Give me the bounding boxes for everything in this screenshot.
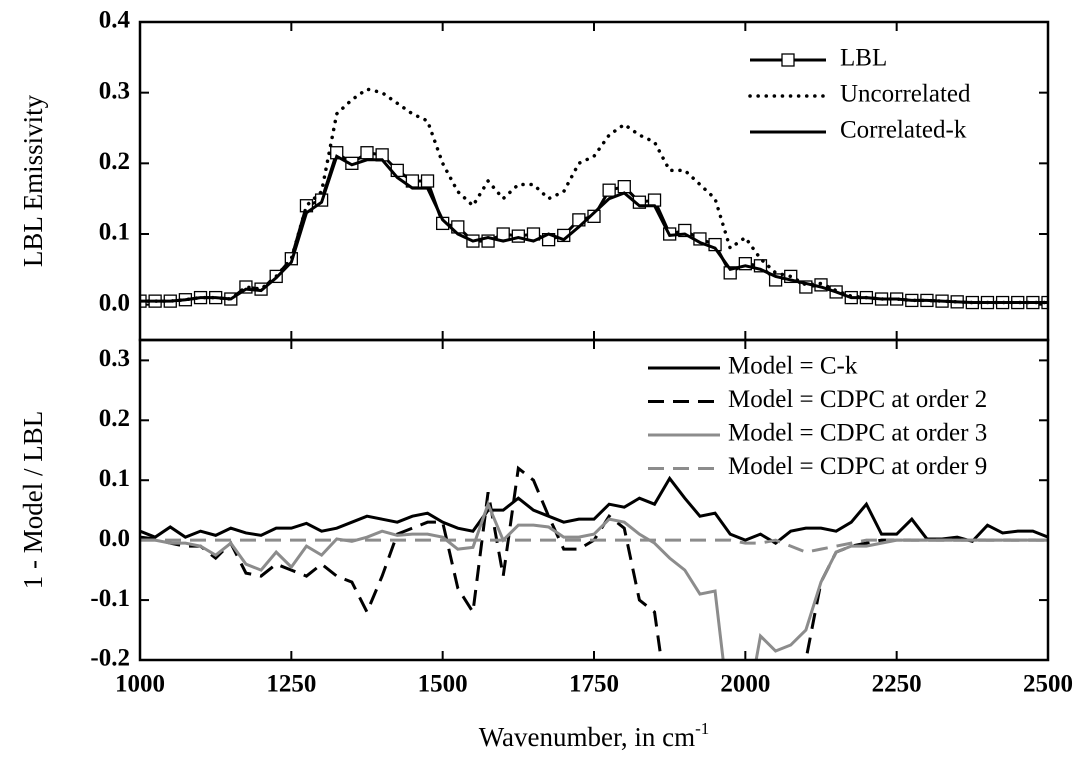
x-tick-label: 2500	[1023, 671, 1073, 698]
plot-frame	[138, 338, 1050, 662]
x-tick-label: 2250	[872, 671, 922, 698]
marker	[602, 183, 616, 197]
y-axis-label: LBL Emissivity	[18, 94, 48, 267]
plot-frame	[138, 20, 1050, 342]
y-tick-label: 0.0	[99, 525, 130, 552]
y-tick-label: -0.1	[90, 585, 130, 612]
y-tick-label: 0.2	[99, 148, 130, 175]
legend-label: Model = CDPC at order 9	[728, 453, 987, 480]
legend-label: Uncorrelated	[840, 81, 971, 108]
marker	[420, 174, 435, 188]
marker	[617, 180, 631, 194]
legend-label: Correlated-k	[840, 117, 967, 144]
legend-label: Model = CDPC at order 3	[728, 420, 987, 447]
y-tick-label: 0.3	[99, 77, 130, 104]
x-axis-label-text: Wavenumber, in cm	[479, 722, 695, 752]
y-tick-label: 0.1	[99, 219, 130, 246]
marker	[496, 227, 510, 241]
x-tick-label: 1250	[266, 671, 316, 698]
y-tick-label: -0.2	[90, 645, 130, 672]
x-tick-label: 2000	[720, 671, 770, 698]
x-axis-label: Wavenumber, in cm-1	[479, 719, 710, 752]
y-tick-label: 0.1	[99, 465, 130, 492]
x-tick-label: 1000	[115, 671, 165, 698]
marker	[360, 146, 374, 160]
y-tick-label: 0.3	[99, 345, 130, 372]
y-axis-label: 1 - Model / LBL	[18, 411, 48, 589]
x-axis-label-sup: -1	[695, 719, 709, 738]
series-line	[140, 154, 1048, 305]
x-tick-label: 1750	[569, 671, 619, 698]
x-tick-label: 1500	[418, 671, 468, 698]
legend-marker	[781, 53, 795, 67]
y-tick-label: 0.4	[99, 7, 131, 34]
series-line	[140, 538, 1048, 554]
legend-label: Model = C-k	[728, 353, 858, 380]
series-line	[140, 475, 1048, 545]
y-tick-label: 0.0	[99, 289, 130, 316]
legend-label: Model = CDPC at order 2	[728, 386, 987, 413]
y-tick-label: 0.2	[99, 405, 130, 432]
marker	[587, 209, 601, 223]
legend-label: LBL	[840, 45, 887, 72]
